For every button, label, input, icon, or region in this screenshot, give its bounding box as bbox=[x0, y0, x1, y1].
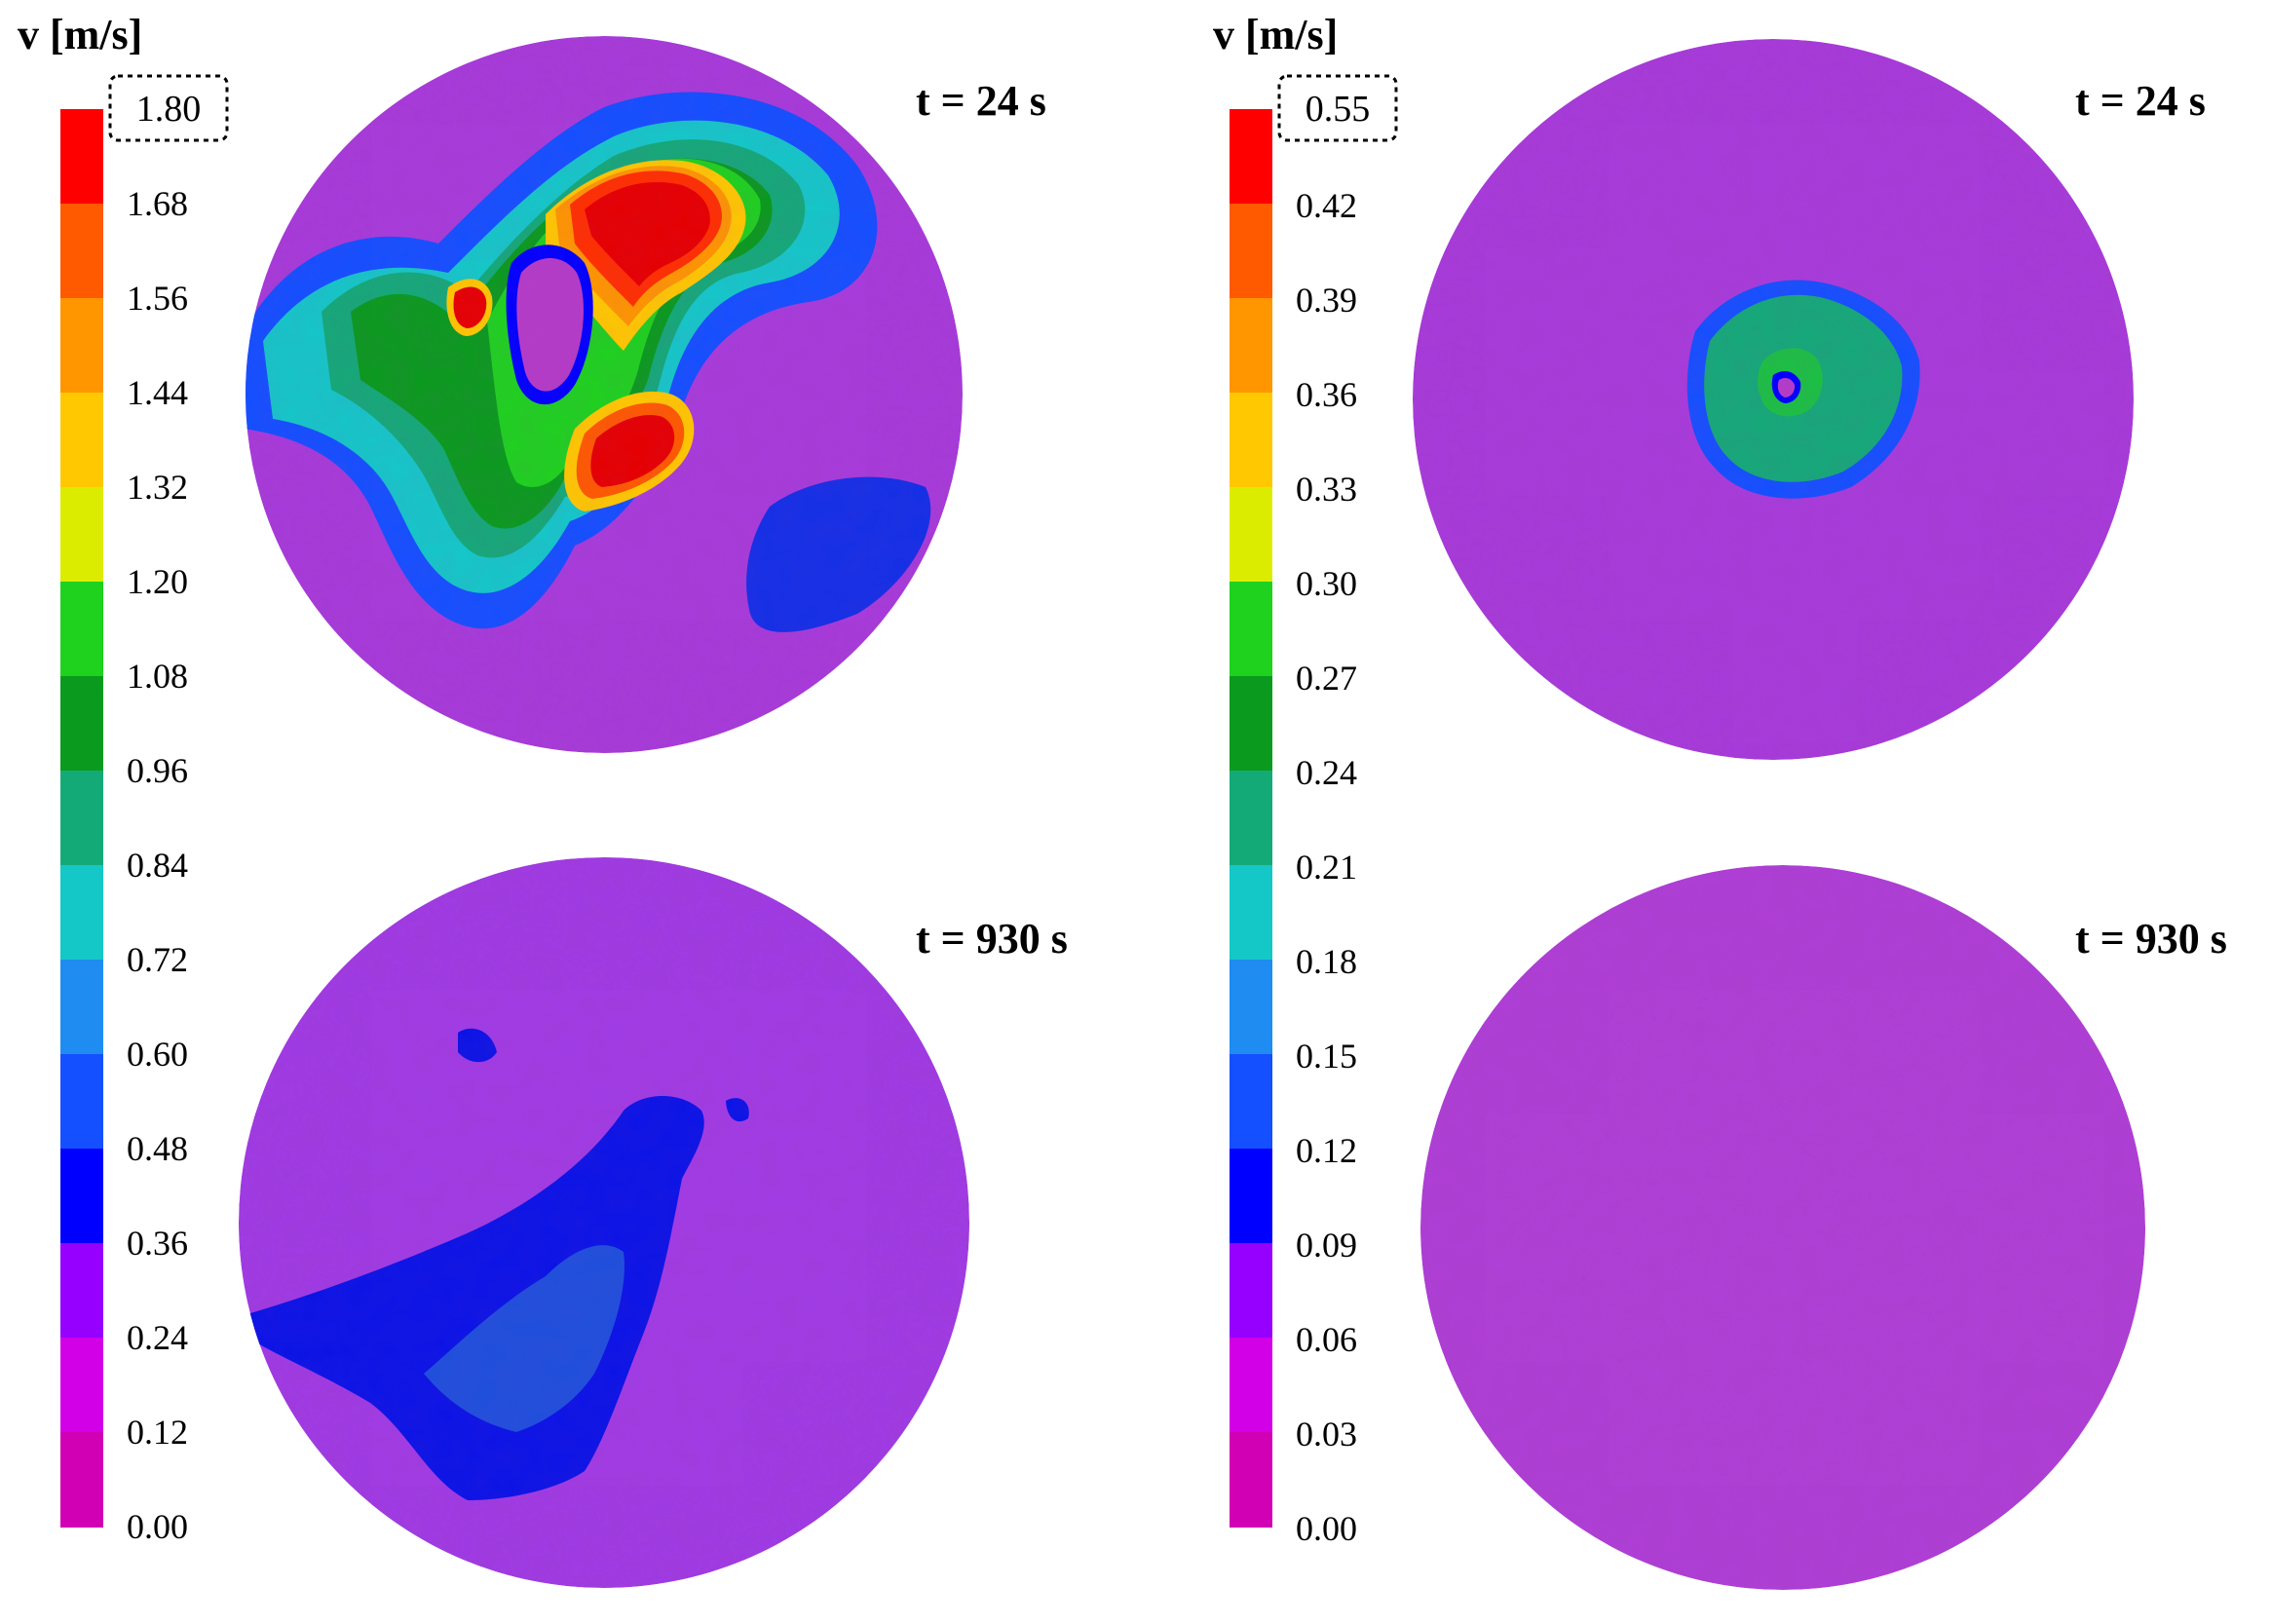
colorbar-tick-label: 1.68 bbox=[127, 184, 188, 223]
colorbar-segment bbox=[1230, 1243, 1272, 1339]
colorbar-segment bbox=[1230, 109, 1272, 205]
colorbar-tick-label: 1.08 bbox=[127, 657, 188, 696]
unit-label-right: v [m/s] bbox=[1213, 11, 1338, 58]
colorbar-segment bbox=[60, 1149, 103, 1244]
colorbar-tick-label: 0.03 bbox=[1296, 1415, 1357, 1454]
colorbar-tick-label: 0.72 bbox=[127, 940, 188, 979]
colorbar-tick-label: 0.39 bbox=[1296, 281, 1357, 320]
colorbar-tick-label: 0.00 bbox=[127, 1507, 188, 1546]
time-label-left-top: t = 24 s bbox=[916, 77, 1046, 125]
colorbar-segment bbox=[1230, 582, 1272, 677]
colorbar-segment bbox=[60, 676, 103, 772]
velocity-map-right-top bbox=[1413, 39, 2134, 760]
colorbar-segment bbox=[60, 1243, 103, 1339]
colorbar-tick-label: 0.42 bbox=[1296, 186, 1357, 225]
colorbar-segment bbox=[1230, 204, 1272, 299]
colorbar-segment bbox=[60, 865, 103, 961]
colorbar-segment bbox=[60, 960, 103, 1055]
colorbar-segment bbox=[1230, 487, 1272, 583]
colorbar-right: 0.42 0.39 0.36 0.33 0.30 0.27 0.24 0.21 0.18 0.15… bbox=[1230, 109, 1357, 1548]
colorbar-tick-label: 0.06 bbox=[1296, 1320, 1357, 1359]
velocity-map-right-bottom bbox=[1420, 865, 2145, 1590]
colorbar-tick-label: 0.48 bbox=[127, 1129, 188, 1168]
colorbar-segment bbox=[1230, 393, 1272, 488]
colorbar-tick-label: 0.00 bbox=[1296, 1509, 1357, 1548]
colorbar-segment bbox=[60, 204, 103, 299]
colorbar-left: 1.68 1.56 1.44 1.32 1.20 1.08 0.96 0.84 0.72 0.60… bbox=[60, 109, 188, 1546]
colorbar-tick-label: 0.24 bbox=[1296, 753, 1357, 792]
time-label-right-top: t = 24 s bbox=[2075, 77, 2206, 125]
colorbar-tick-label: 0.36 bbox=[1296, 375, 1357, 414]
colorbar-tick-label: 0.60 bbox=[127, 1035, 188, 1074]
max-value-right: 0.55 bbox=[1306, 89, 1371, 130]
colorbar-tick-label: 1.20 bbox=[127, 562, 188, 601]
colorbar-tick-label: 0.18 bbox=[1296, 942, 1357, 981]
colorbar-segment bbox=[1230, 676, 1272, 772]
colorbar-segment bbox=[1230, 298, 1272, 394]
colorbar-tick-label: 0.12 bbox=[1296, 1131, 1357, 1170]
velocity-map-left-top bbox=[246, 36, 963, 753]
max-value-left: 1.80 bbox=[136, 89, 202, 130]
colorbar-segment bbox=[60, 487, 103, 583]
colorbar-segment bbox=[1230, 1338, 1272, 1433]
colorbar-tick-label: 0.30 bbox=[1296, 564, 1357, 603]
colorbar-tick-label: 0.15 bbox=[1296, 1037, 1357, 1076]
colorbar-tick-label: 0.33 bbox=[1296, 470, 1357, 509]
colorbar-segment bbox=[60, 771, 103, 866]
colorbar-tick-label: 1.44 bbox=[127, 373, 188, 412]
colorbar-segment bbox=[1230, 865, 1272, 961]
unit-label-left: v [m/s] bbox=[18, 11, 142, 58]
time-label-left-bottom: t = 930 s bbox=[916, 915, 1068, 963]
colorbar-segment bbox=[1230, 960, 1272, 1055]
colorbar-segment bbox=[60, 393, 103, 488]
colorbar-tick-label: 0.12 bbox=[127, 1413, 188, 1452]
colorbar-tick-label: 0.09 bbox=[1296, 1226, 1357, 1265]
colorbar-segment bbox=[60, 1338, 103, 1433]
colorbar-tick-label: 0.84 bbox=[127, 846, 188, 885]
colorbar-tick-label: 1.32 bbox=[127, 468, 188, 507]
colorbar-segment bbox=[1230, 771, 1272, 866]
max-value-box-left bbox=[108, 74, 229, 142]
time-label-right-bottom: t = 930 s bbox=[2075, 915, 2227, 963]
colorbar-tick-label: 0.96 bbox=[127, 751, 188, 790]
colorbar-segment bbox=[60, 1432, 103, 1528]
colorbar-segment bbox=[60, 298, 103, 394]
velocity-map-left-bottom bbox=[239, 857, 969, 1588]
colorbar-tick-label: 0.24 bbox=[127, 1318, 188, 1357]
colorbar-segment bbox=[1230, 1054, 1272, 1150]
colorbar-segment bbox=[1230, 1432, 1272, 1528]
colorbar-segment bbox=[60, 582, 103, 677]
colorbar-segment bbox=[60, 1054, 103, 1150]
colorbar-tick-label: 0.36 bbox=[127, 1224, 188, 1263]
colorbar-segment bbox=[60, 109, 103, 205]
colorbar-tick-label: 1.56 bbox=[127, 279, 188, 318]
colorbar-tick-label: 0.21 bbox=[1296, 848, 1357, 887]
colorbar-tick-label: 0.27 bbox=[1296, 659, 1357, 698]
colorbar-segment bbox=[1230, 1149, 1272, 1244]
max-value-box-right bbox=[1277, 74, 1398, 142]
